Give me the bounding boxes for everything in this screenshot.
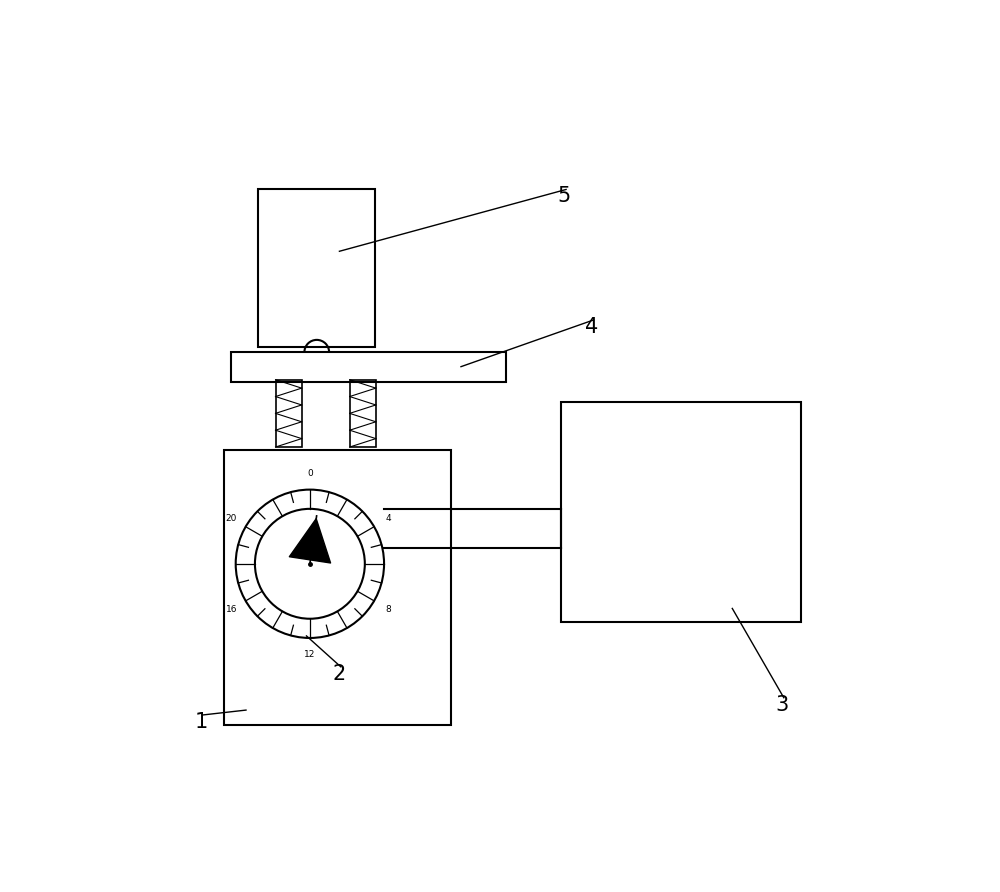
Text: 2: 2 [333,664,346,683]
Bar [231,352,506,382]
Bar [350,380,376,447]
Bar [224,450,451,725]
Text: 16: 16 [226,605,237,614]
FancyArrowPatch shape [289,518,331,563]
Bar [561,402,801,623]
Bar [258,189,375,347]
Text: 5: 5 [558,186,571,206]
Text: 20: 20 [226,514,237,523]
Text: 12: 12 [304,649,316,659]
Text: 8: 8 [385,605,391,614]
Text: 3: 3 [776,695,789,714]
Circle shape [255,508,365,619]
Text: 0: 0 [307,469,313,478]
Text: 1: 1 [195,712,208,731]
Text: 4: 4 [585,317,599,337]
Circle shape [236,490,384,638]
Text: 4: 4 [385,514,391,523]
Bar [276,380,302,447]
